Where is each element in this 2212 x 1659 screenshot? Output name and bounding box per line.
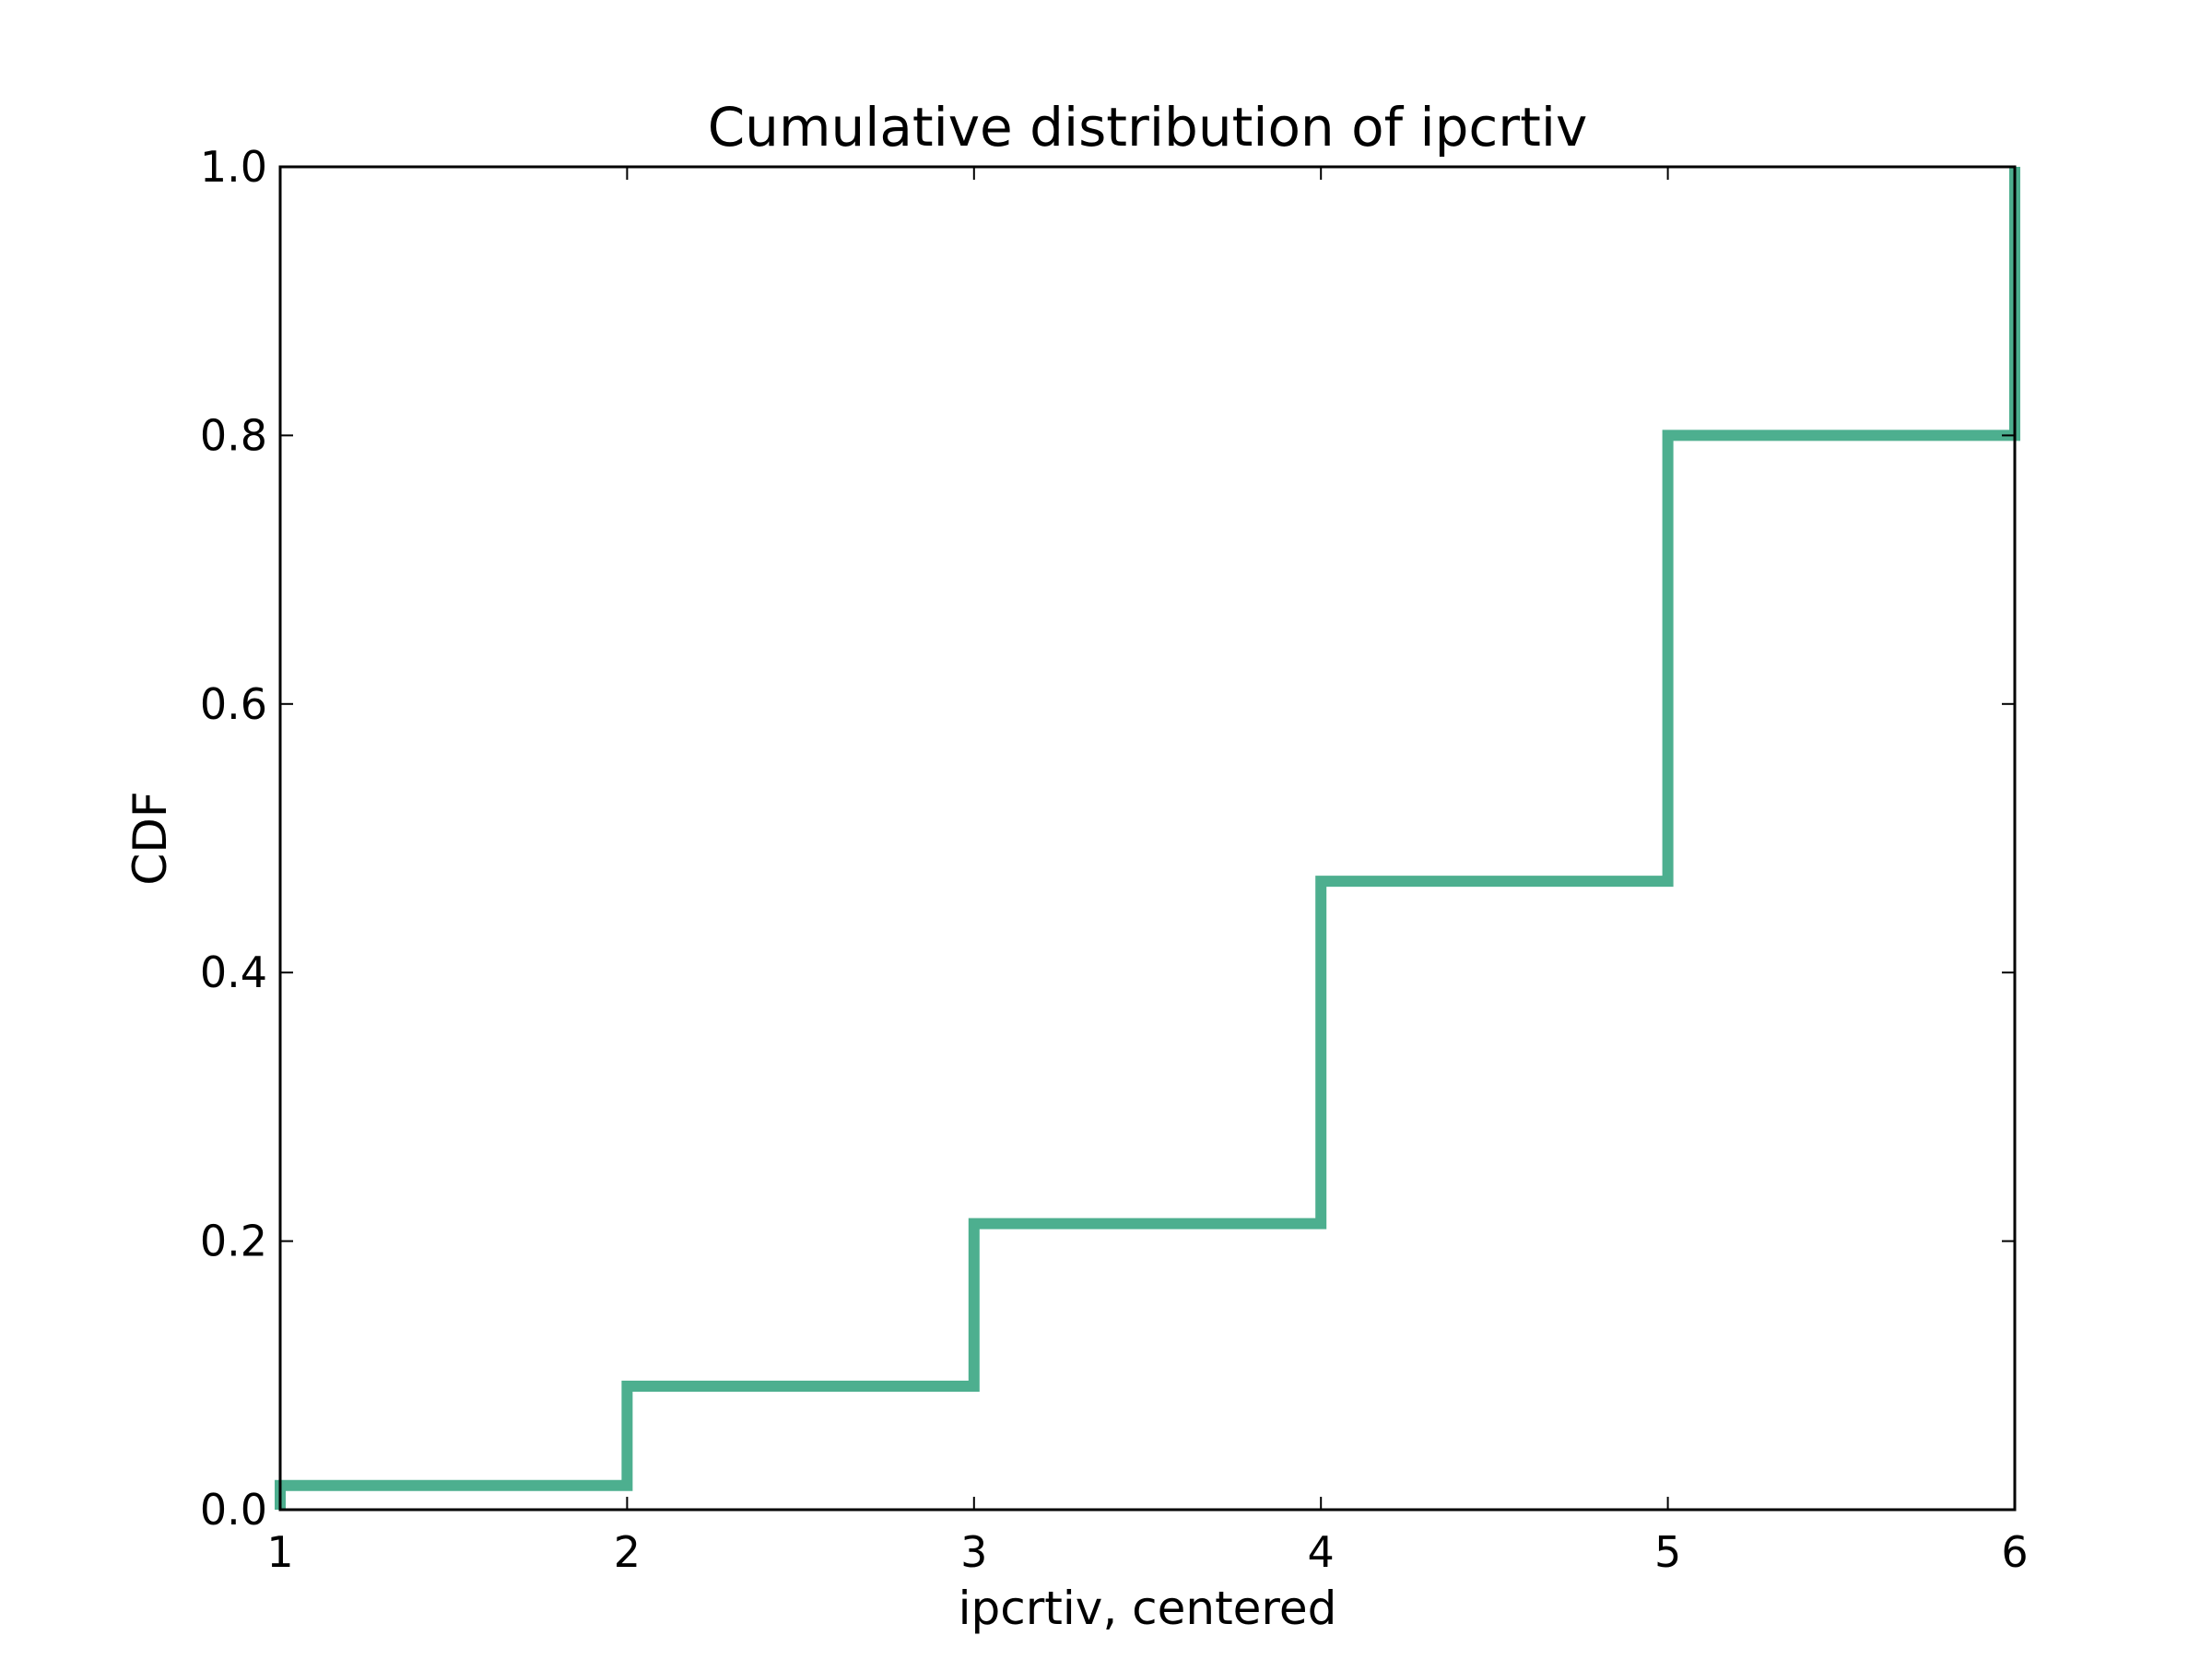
y-tick-label: 0.0 (200, 1485, 267, 1535)
plot-area (275, 166, 2020, 1510)
x-tick-label: 2 (614, 1527, 641, 1577)
y-tick-label: 1.0 (200, 142, 267, 192)
y-tick-label: 0.2 (200, 1217, 267, 1266)
x-tick-label: 3 (960, 1527, 987, 1577)
x-tick-label: 5 (1654, 1527, 1681, 1577)
y-tick-label: 0.8 (200, 410, 267, 460)
y-tick-label: 0.6 (200, 679, 267, 729)
x-tick-label: 1 (266, 1527, 293, 1577)
y-axis-label: CDF (124, 791, 177, 885)
axis-ticks (278, 165, 2017, 1512)
x-tick-label: 6 (2001, 1527, 2028, 1577)
cdf-series-line-0 (275, 167, 2020, 1510)
x-axis-label: ipcrtiv, centered (959, 1582, 1337, 1635)
y-tick-label: 0.4 (200, 947, 267, 997)
chart-title: Cumulative distribution of ipcrtiv (708, 96, 1588, 159)
tick-labels: 1 2 3 4 5 6 0.0 0.2 0.4 0.6 0.8 1.0 (200, 142, 2029, 1577)
x-tick-label: 4 (1308, 1527, 1335, 1577)
axes-frame (278, 165, 2017, 1512)
